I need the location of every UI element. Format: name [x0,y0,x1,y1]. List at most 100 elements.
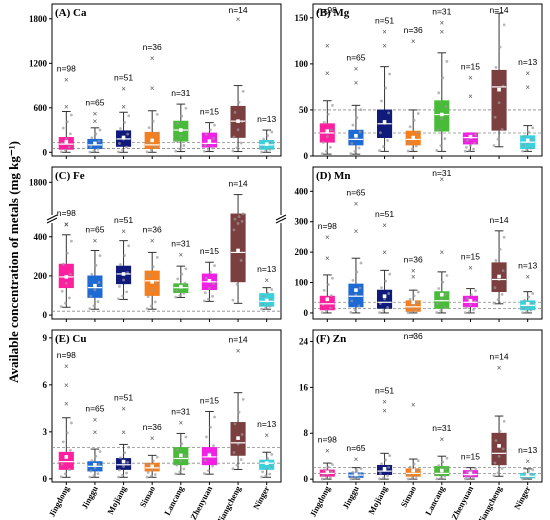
data-point [149,474,153,478]
data-point [150,289,154,292]
y-tick-label: 0 [43,310,48,320]
data-point [349,477,353,481]
data-point [126,460,130,464]
data-point [492,301,496,305]
data-point [387,111,391,115]
outlier-marker: × [354,78,359,87]
data-point [386,474,390,478]
mean-marker [354,133,358,138]
data-point [322,121,326,124]
box-jingdong: × × × n=98 [57,350,76,479]
data-point [117,150,120,154]
data-point [498,45,502,49]
box-body [491,69,507,131]
data-point [155,112,159,116]
data-point [203,143,207,147]
data-point [521,149,524,153]
data-point [69,132,72,136]
data-point [59,305,63,308]
data-point [147,274,151,277]
data-point [380,462,383,466]
data-point [261,303,264,306]
data-point [153,300,157,304]
outlier-marker: × [64,381,69,390]
data-point [351,279,355,282]
mean-marker [150,138,154,143]
mean-marker [93,462,97,467]
data-point [439,309,443,312]
data-point [414,308,418,312]
data-point [92,149,96,153]
n-label: n=14 [228,5,247,15]
data-point [444,105,448,108]
n-label: n=98 [57,350,76,360]
data-point [261,470,264,474]
mean-marker [264,142,269,146]
data-point [353,308,357,312]
box-jiangcheng: n=14 [489,215,509,305]
data-point [443,306,447,310]
mean-marker [325,297,330,302]
data-point [151,459,155,463]
mean-marker [325,129,330,133]
data-point [530,473,534,476]
data-point [174,295,178,299]
data-point [357,304,361,308]
data-point [63,472,67,476]
n-label: n=65 [85,98,104,108]
x-tick-label: Jingdong [307,484,332,519]
data-point [149,304,153,308]
outlier-marker: × [525,69,530,78]
data-point [386,139,390,142]
data-point [212,444,215,448]
outlier-marker: × [411,272,416,281]
data-point [178,147,182,151]
data-point [145,307,149,311]
mean-marker [497,274,501,279]
data-point [178,470,182,474]
outlier-marker: × [64,362,69,371]
box-jinggu: × n=65 [85,225,105,311]
outlier-marker: × [64,221,69,230]
data-point [407,473,411,477]
mean-marker [382,120,387,124]
mean-marker [382,467,387,471]
mean-marker [121,459,126,464]
data-point [262,137,266,141]
data-point [320,477,324,481]
box-lancang: × n=31 [171,238,191,299]
data-point [378,311,381,314]
data-point [176,121,180,125]
x-tick-label: Zhenyuan [188,484,214,520]
outlier-marker: × [382,248,387,257]
data-point [527,295,531,299]
y-tick-label: 0 [43,147,48,157]
data-point [93,288,97,292]
data-point [441,280,445,284]
data-point [89,469,93,473]
data-point [355,116,359,120]
data-point [379,472,382,475]
data-point [61,262,65,266]
data-point [237,410,241,414]
mean-marker [236,436,240,440]
x-tick-label: Jiangcheng [215,484,243,520]
data-point [90,272,94,276]
data-point [184,435,188,439]
data-point [380,286,383,290]
data-point [260,475,263,479]
data-point [96,300,100,304]
y-tick-label: 0 [304,308,309,318]
data-point [202,472,206,475]
data-point [121,148,124,152]
box-lancang: ×× n=31 [432,6,452,152]
data-point [331,103,334,107]
n-label: n=13 [257,264,276,274]
outlier-marker: × [64,102,69,111]
data-point [145,475,149,479]
outlier-marker: × [150,84,155,93]
data-point [382,309,385,312]
data-point [123,451,126,455]
outlier-marker: × [264,431,269,440]
